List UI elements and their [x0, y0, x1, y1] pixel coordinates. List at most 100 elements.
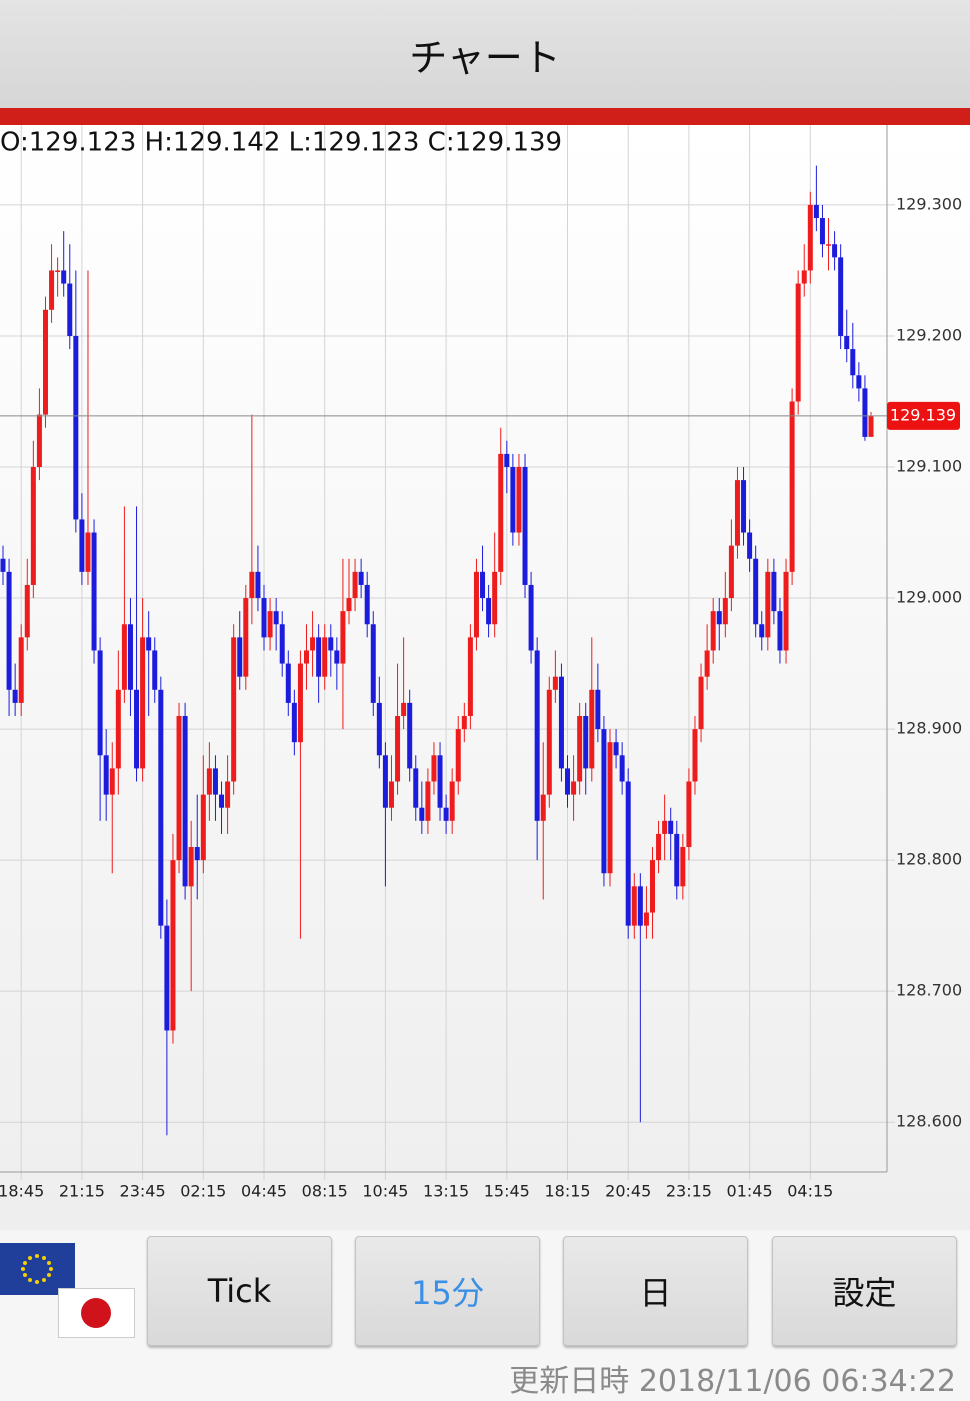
candle-body [510, 467, 516, 533]
header-title: チャート [409, 35, 561, 80]
candle-body [565, 768, 571, 795]
timeframe-button[interactable]: 日 [563, 1236, 748, 1346]
candle-body [182, 715, 188, 887]
candle-body [449, 781, 455, 821]
candle-body [388, 781, 394, 808]
candle-body [376, 702, 382, 756]
app-header: チャート [0, 0, 970, 108]
candle-body [79, 519, 85, 572]
candle-body [595, 689, 601, 730]
candle-body [546, 689, 552, 795]
candle-body [55, 270, 61, 272]
timeframe-button[interactable]: 設定 [772, 1236, 957, 1346]
candle-body [637, 886, 643, 926]
candle-body [461, 715, 467, 730]
candle-body [668, 820, 674, 834]
candle-body [765, 571, 771, 638]
candle-body [486, 598, 492, 625]
candle-body [134, 689, 140, 769]
candle-body [310, 637, 316, 651]
candle-body [212, 768, 218, 795]
candle-body [419, 807, 425, 821]
candle-body [261, 598, 267, 638]
candle-body [455, 729, 461, 782]
candle-body [850, 349, 856, 376]
candle-body [127, 624, 133, 690]
candle-body [285, 663, 291, 703]
y-tick-label: 128.900 [896, 719, 962, 738]
candle-body [704, 650, 710, 677]
candle-body [200, 794, 206, 861]
candle-body [686, 781, 692, 848]
candle-body [492, 571, 498, 625]
candle-body [862, 388, 868, 437]
ohlc-label: O:129.123 H:129.142 L:129.123 C:129.139 [0, 128, 562, 158]
x-tick-label: 08:15 [302, 1182, 348, 1201]
candle-body [267, 611, 273, 638]
candle-body [6, 571, 12, 690]
candle-body [206, 768, 212, 795]
candle-body [334, 650, 340, 664]
candle-body [340, 611, 346, 664]
candle-body [91, 532, 97, 651]
candle-body [225, 781, 231, 808]
x-tick-label: 18:45 [0, 1182, 44, 1201]
candle-body [328, 637, 334, 651]
candle-body [571, 781, 577, 795]
x-tick-label: 20:45 [605, 1182, 651, 1201]
candle-body [97, 650, 103, 756]
candle-body [467, 637, 473, 716]
candle-body [273, 611, 279, 625]
candle-body [146, 637, 152, 651]
candle-body [188, 847, 194, 887]
y-tick-label: 128.800 [896, 850, 962, 869]
candle-body [777, 611, 783, 651]
candle-body [504, 453, 510, 468]
candle-body [771, 571, 777, 612]
current-price-box [887, 401, 960, 430]
y-tick-label: 129.000 [896, 588, 962, 607]
x-tick-label: 04:15 [787, 1182, 833, 1201]
x-tick-label: 23:45 [120, 1182, 166, 1201]
candle-body [176, 715, 182, 861]
timeframe-button[interactable]: 15分 [355, 1236, 540, 1346]
candle-body [692, 729, 698, 782]
candle-body [304, 650, 309, 664]
candle-body [607, 742, 613, 874]
candle-body [589, 689, 595, 769]
x-tick-label: 15:45 [484, 1182, 530, 1201]
candle-body [480, 571, 486, 599]
candle-body [194, 847, 200, 861]
candle-body [819, 218, 825, 245]
jp-circle [81, 1298, 111, 1328]
candle-body [844, 335, 850, 350]
candle-body [322, 637, 328, 677]
x-tick-label: 02:15 [180, 1182, 226, 1201]
timeframe-button[interactable]: Tick [147, 1236, 332, 1346]
candle-body [826, 244, 832, 246]
x-tick-label: 10:45 [362, 1182, 408, 1201]
candle-body [231, 637, 237, 782]
candle-body [613, 742, 619, 756]
candle-body [164, 925, 170, 1031]
y-tick-label: 128.600 [896, 1112, 962, 1131]
candle-body [243, 598, 249, 677]
candle-body [577, 715, 583, 782]
x-tick-label: 18:15 [544, 1182, 590, 1201]
candle-body [30, 467, 36, 585]
candle-body [279, 624, 285, 664]
candle-body [364, 584, 370, 625]
candle-body [67, 283, 73, 336]
candle-body [382, 755, 388, 808]
candle-body [528, 584, 534, 651]
candle-body [540, 794, 546, 821]
candle-body [662, 820, 668, 834]
candle-body [625, 781, 631, 926]
candle-body [522, 467, 528, 585]
candle-body [722, 598, 728, 625]
candle-body [395, 715, 401, 782]
accent-bar [0, 108, 970, 125]
jp-flag [58, 1288, 135, 1338]
candle-body [832, 244, 838, 258]
